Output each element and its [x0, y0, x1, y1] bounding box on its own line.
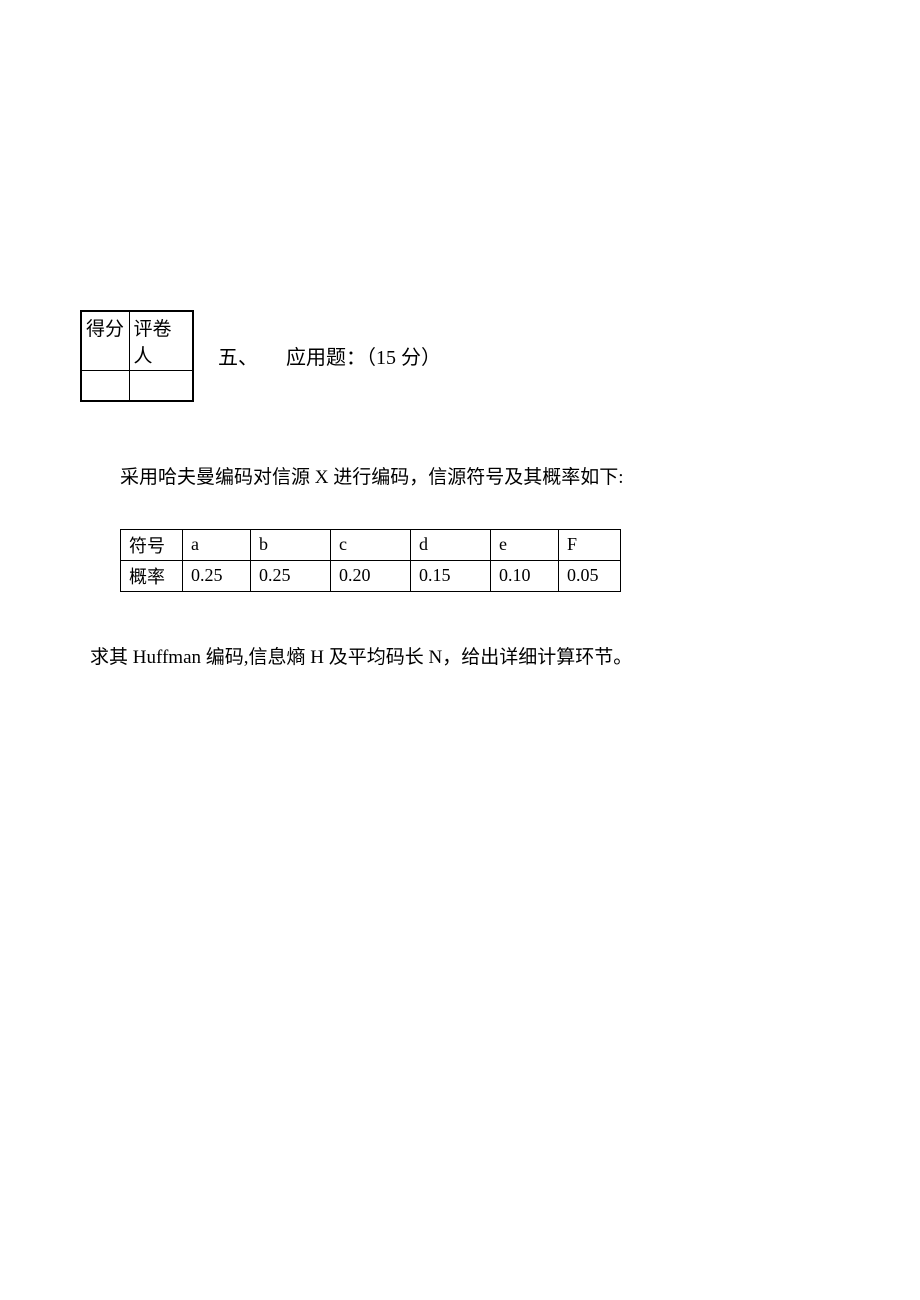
prob-cell: 0.25	[183, 560, 251, 591]
symbol-row-label: 符号	[121, 529, 183, 560]
request-text: ，给出详细计算环节。	[442, 647, 632, 668]
problem-request: 求其 Huffman 编码,信息熵 H 及平均码长 N，给出详细计算环节。	[90, 642, 840, 669]
score-grader-table: 得分 评卷人	[80, 310, 194, 402]
symbol-cell: F	[559, 529, 621, 560]
symbol-probability-table: 符号 a b c d e F 概率 0.25 0.25 0.20 0.15 0.…	[120, 529, 621, 592]
prob-cell: 0.25	[251, 560, 331, 591]
request-huffman: Huffman	[133, 647, 201, 668]
header-row: 得分 评卷人 五、 应用题：（15 分）	[80, 310, 840, 402]
score-empty-cell	[81, 371, 129, 401]
request-text: 求其	[90, 647, 133, 668]
prob-cell: 0.05	[559, 560, 621, 591]
request-entropy-symbol: H	[310, 647, 324, 668]
problem-intro: 采用哈夫曼编码对信源 X 进行编码，信源符号及其概率如下:	[120, 462, 840, 489]
prob-cell: 0.15	[411, 560, 491, 591]
symbol-cell: e	[491, 529, 559, 560]
prob-cell: 0.10	[491, 560, 559, 591]
request-text: 及平均码长	[324, 647, 429, 668]
request-codelength-symbol: N	[429, 647, 443, 668]
grader-header-cell: 评卷人	[129, 311, 193, 371]
score-header-cell: 得分	[81, 311, 129, 371]
section-title-text: 应用题：（15 分）	[286, 341, 441, 370]
table-row: 概率 0.25 0.25 0.20 0.15 0.10 0.05	[121, 560, 621, 591]
table-row: 符号 a b c d e F	[121, 529, 621, 560]
section-number: 五、	[218, 341, 258, 370]
symbol-cell: c	[331, 529, 411, 560]
page-content: 得分 评卷人 五、 应用题：（15 分） 采用哈夫曼编码对信源 X 进行编码，信…	[80, 310, 840, 669]
symbol-cell: d	[411, 529, 491, 560]
request-text: 编码,信息熵	[201, 647, 310, 668]
prob-row-label: 概率	[121, 560, 183, 591]
grader-empty-cell	[129, 371, 193, 401]
symbol-cell: a	[183, 529, 251, 560]
prob-cell: 0.20	[331, 560, 411, 591]
section-title: 五、 应用题：（15 分）	[218, 341, 441, 370]
symbol-cell: b	[251, 529, 331, 560]
